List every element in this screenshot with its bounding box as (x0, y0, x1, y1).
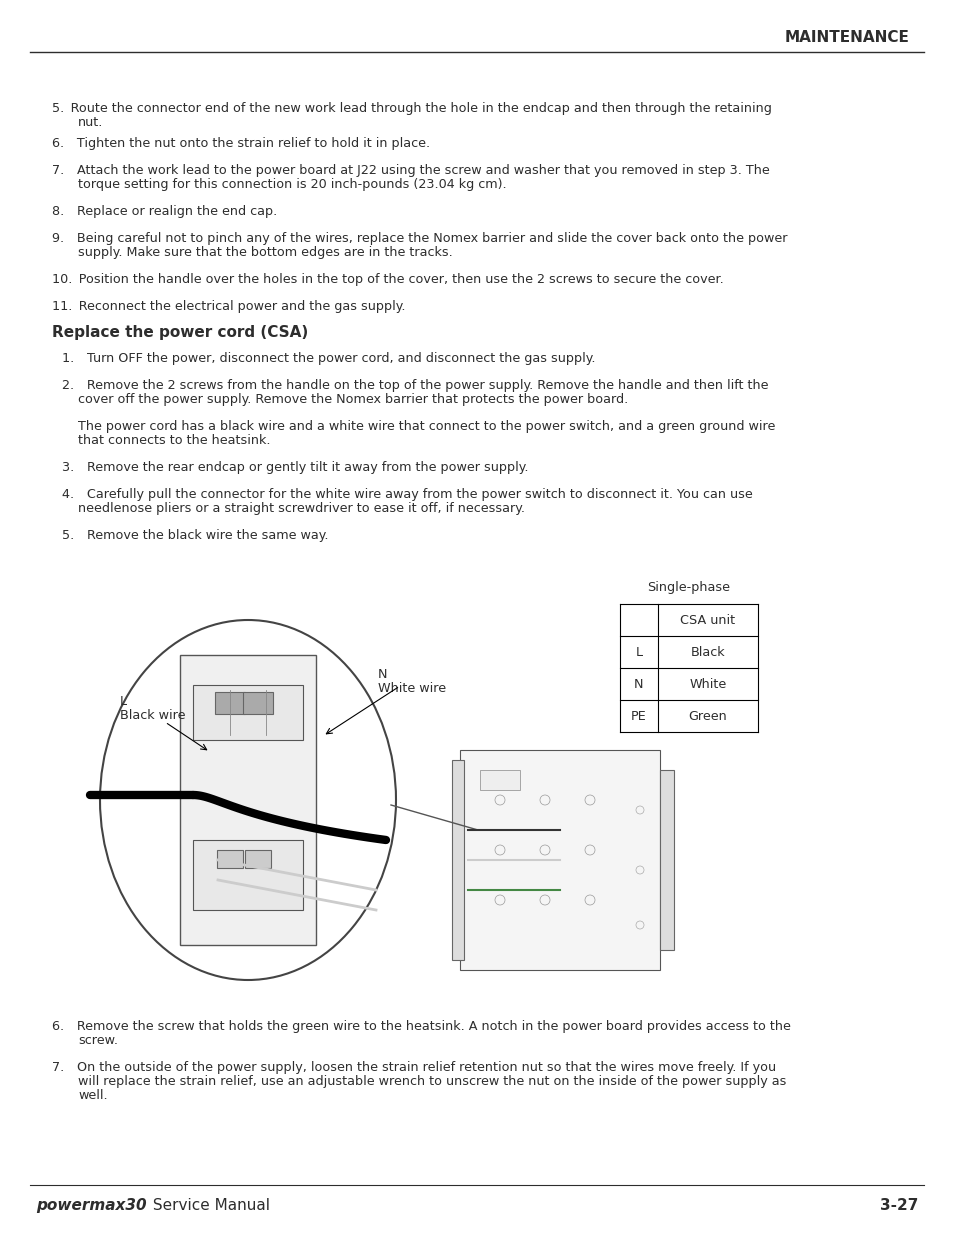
Bar (459, 750, 659, 969)
Text: that connects to the heatsink.: that connects to the heatsink. (78, 433, 271, 447)
Text: PE: PE (631, 709, 646, 722)
Bar (452, 760, 463, 960)
Text: White wire: White wire (377, 682, 446, 695)
Text: L: L (635, 646, 641, 658)
Text: 8. Replace or realign the end cap.: 8. Replace or realign the end cap. (52, 205, 277, 219)
Text: 5. Route the connector end of the new work lead through the hole in the endcap a: 5. Route the connector end of the new wo… (52, 103, 771, 115)
Text: Green: Green (688, 709, 726, 722)
Text: Black: Black (690, 646, 724, 658)
Bar (659, 769, 673, 950)
Text: powermax30: powermax30 (36, 1198, 147, 1213)
Text: 5. Remove the black wire the same way.: 5. Remove the black wire the same way. (62, 529, 328, 542)
Bar (479, 769, 519, 790)
Bar (243, 692, 273, 714)
Text: N: N (634, 678, 643, 690)
Text: cover off the power supply. Remove the Nomex barrier that protects the power boa: cover off the power supply. Remove the N… (78, 393, 628, 406)
Text: needlenose pliers or a straight screwdriver to ease it off, if necessary.: needlenose pliers or a straight screwdri… (78, 501, 524, 515)
Text: Replace the power cord (CSA): Replace the power cord (CSA) (52, 325, 308, 340)
Text: screw.: screw. (78, 1034, 118, 1047)
Text: White: White (689, 678, 726, 690)
Text: L: L (120, 695, 127, 708)
Text: 7. Attach the work lead to the power board at J22 using the screw and washer tha: 7. Attach the work lead to the power boa… (52, 164, 769, 177)
Text: 2. Remove the 2 screws from the handle on the top of the power supply. Remove th: 2. Remove the 2 screws from the handle o… (62, 379, 768, 391)
Text: 3. Remove the rear endcap or gently tilt it away from the power supply.: 3. Remove the rear endcap or gently tilt… (62, 461, 528, 474)
Text: 10. Position the handle over the holes in the top of the cover, then use the 2 s: 10. Position the handle over the holes i… (52, 273, 723, 287)
Text: Single-phase: Single-phase (647, 580, 730, 594)
Text: The power cord has a black wire and a white wire that connect to the power switc: The power cord has a black wire and a wh… (78, 420, 775, 433)
Text: Black wire: Black wire (120, 709, 185, 722)
Bar (245, 850, 271, 868)
Text: 7. On the outside of the power supply, loosen the strain relief retention nut so: 7. On the outside of the power supply, l… (52, 1061, 776, 1074)
Bar (216, 850, 243, 868)
Text: 1. Turn OFF the power, disconnect the power cord, and disconnect the gas supply.: 1. Turn OFF the power, disconnect the po… (62, 352, 595, 366)
Text: 3-27: 3-27 (879, 1198, 917, 1213)
Text: 6. Remove the screw that holds the green wire to the heatsink. A notch in the po: 6. Remove the screw that holds the green… (52, 1020, 790, 1032)
Text: 6. Tighten the nut onto the strain relief to hold it in place.: 6. Tighten the nut onto the strain relie… (52, 137, 430, 149)
Text: will replace the strain relief, use an adjustable wrench to unscrew the nut on t: will replace the strain relief, use an a… (78, 1074, 785, 1088)
Text: CSA unit: CSA unit (679, 614, 735, 626)
Text: supply. Make sure that the bottom edges are in the tracks.: supply. Make sure that the bottom edges … (78, 246, 453, 259)
Text: nut.: nut. (78, 116, 103, 128)
Text: 4. Carefully pull the connector for the white wire away from the power switch to: 4. Carefully pull the connector for the … (62, 488, 752, 501)
Bar (193, 685, 303, 740)
Text: Service Manual: Service Manual (148, 1198, 270, 1213)
Text: 11. Reconnect the electrical power and the gas supply.: 11. Reconnect the electrical power and t… (52, 300, 405, 312)
Text: 9. Being careful not to pinch any of the wires, replace the Nomex barrier and sl: 9. Being careful not to pinch any of the… (52, 232, 786, 245)
Bar (214, 692, 245, 714)
Text: N: N (377, 668, 387, 680)
Text: torque setting for this connection is 20 inch-pounds (23.04 kg cm).: torque setting for this connection is 20… (78, 178, 506, 191)
Text: MAINTENANCE: MAINTENANCE (784, 31, 909, 46)
Bar (180, 655, 315, 945)
Text: well.: well. (78, 1089, 108, 1102)
Bar (193, 840, 303, 910)
